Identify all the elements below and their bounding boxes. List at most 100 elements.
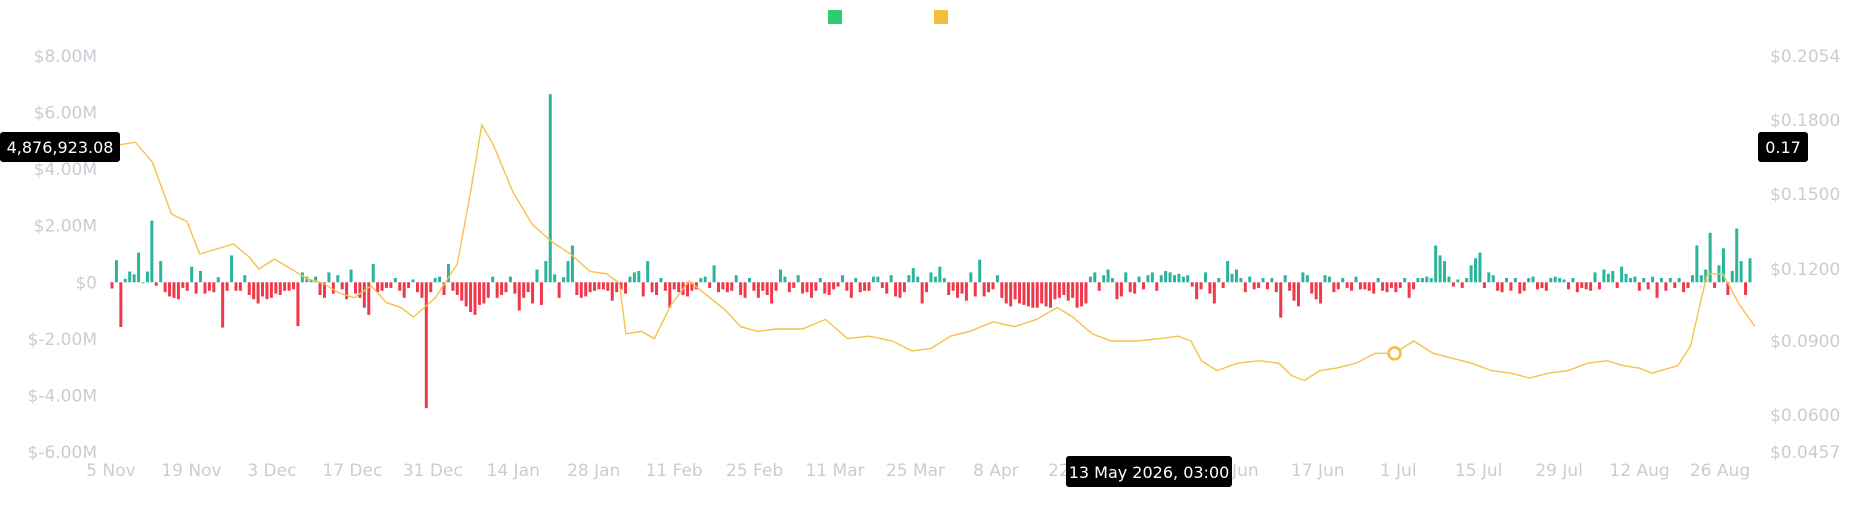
outflow-bar <box>619 282 623 290</box>
outflow-bar <box>1044 282 1048 307</box>
inflow-bar <box>1505 278 1509 283</box>
outflow-bar <box>455 282 459 296</box>
crosshair-right-tag: 0.17 <box>1758 132 1808 162</box>
inflow-bar <box>840 275 844 283</box>
inflow-bar <box>1606 273 1610 283</box>
inflow-bar <box>938 266 942 283</box>
inflow-bar <box>1234 269 1238 283</box>
outflow-bar <box>1035 282 1039 308</box>
outflow-bar <box>792 282 796 288</box>
x-tick: 28 Jan <box>567 461 620 481</box>
outflow-bar <box>756 282 760 298</box>
crosshair-right-value: 0.17 <box>1765 138 1801 157</box>
legend-swatch-price[interactable] <box>934 10 948 24</box>
inflow-bar <box>1571 278 1575 283</box>
y-right-tick: $0.0900 <box>1770 332 1840 352</box>
outflow-bar <box>172 282 176 298</box>
inflow-bar <box>411 279 415 283</box>
outflow-bar <box>1053 282 1057 300</box>
inflow-bar <box>491 276 495 283</box>
outflow-bar <box>863 282 867 291</box>
inflow-bar <box>628 276 632 283</box>
outflow-bar <box>1367 282 1371 291</box>
outflow-bar <box>1372 282 1376 294</box>
outflow-bar <box>624 282 628 294</box>
outflow-bar <box>1394 282 1398 293</box>
inflow-bar <box>300 272 304 283</box>
outflow-bar <box>641 282 645 297</box>
outflow-bar <box>451 282 455 291</box>
outflow-bar <box>252 282 256 300</box>
inflow-bar <box>1150 272 1154 283</box>
y-axis-left: $8.00M $6.00M $4.00M $2.00M $0 $-2.00M $-4.00M… <box>28 47 97 463</box>
outflow-bar <box>1726 282 1730 296</box>
inflow-bar <box>783 276 787 283</box>
x-tick: 19 Nov <box>161 461 221 481</box>
outflow-bar <box>477 282 481 305</box>
outflow-bar <box>1319 282 1323 304</box>
outflow-bar <box>1332 282 1336 293</box>
outflow-bar <box>292 282 296 290</box>
outflow-bar <box>1584 282 1588 290</box>
outflow-bar <box>513 282 517 294</box>
outflow-bar <box>261 282 265 297</box>
x-tick: 25 Mar <box>886 461 945 481</box>
outflow-bar <box>1496 282 1500 291</box>
outflow-bar <box>415 282 419 293</box>
outflow-bar <box>486 282 490 298</box>
inflow-bar <box>1416 278 1420 283</box>
outflow-bar <box>672 282 676 290</box>
price-line <box>119 122 1756 382</box>
outflow-bar <box>522 282 526 298</box>
outflow-bar <box>207 282 211 291</box>
inflow-bar <box>933 276 937 283</box>
crosshair-left-tag: 4,876,923.08 <box>0 132 120 162</box>
inflow-bar <box>1456 279 1460 283</box>
inflow-bar <box>1611 270 1615 283</box>
outflow-bar <box>495 282 499 298</box>
outflow-bar <box>1713 282 1717 288</box>
inflow-bar <box>854 278 858 283</box>
inflow-bar <box>978 259 982 283</box>
inflow-bar <box>712 265 716 283</box>
inflow-bar <box>646 261 650 283</box>
inflow-bar <box>336 275 340 283</box>
inflow-bar <box>1628 278 1632 283</box>
outflow-bar <box>1013 282 1017 300</box>
inflow-bar <box>114 260 118 283</box>
legend-swatch-flow[interactable] <box>828 10 842 24</box>
inflow-bar <box>508 276 512 283</box>
outflow-bar <box>221 282 225 328</box>
inflow-bar <box>1695 245 1699 283</box>
inflow-bar <box>1721 248 1725 283</box>
inflow-bar <box>1620 266 1624 283</box>
outflow-bar <box>460 282 464 301</box>
outflow-bar <box>593 282 597 291</box>
outflow-bar <box>584 282 588 297</box>
y-left-tick: $-4.00M <box>28 386 97 406</box>
outflow-bar <box>322 282 326 298</box>
outflow-bar <box>154 282 158 286</box>
outflow-bar <box>1292 282 1296 301</box>
inflow-bar <box>553 274 557 283</box>
inflow-bar <box>1106 269 1110 283</box>
outflow-bar <box>1566 282 1570 290</box>
outflow-bar <box>407 282 411 288</box>
x-tick: 11 Mar <box>805 461 864 481</box>
y-right-tick: $0.2054 <box>1770 47 1840 67</box>
inflow-bar <box>1376 278 1380 283</box>
outflow-bar <box>1084 282 1088 304</box>
x-tick: 31 Dec <box>403 461 463 481</box>
inflow-bar <box>1443 261 1447 283</box>
outflow-bar <box>1509 282 1513 291</box>
outflow-bar <box>296 282 300 327</box>
outflow-bar <box>1518 282 1522 294</box>
outflow-bar <box>982 282 986 297</box>
outflow-bar <box>398 282 402 291</box>
inflow-bar <box>433 278 437 283</box>
outflow-bar <box>867 282 871 291</box>
x-tick: 8 Apr <box>973 461 1019 481</box>
outflow-bar <box>739 282 743 296</box>
outflow-bar <box>1040 282 1044 304</box>
